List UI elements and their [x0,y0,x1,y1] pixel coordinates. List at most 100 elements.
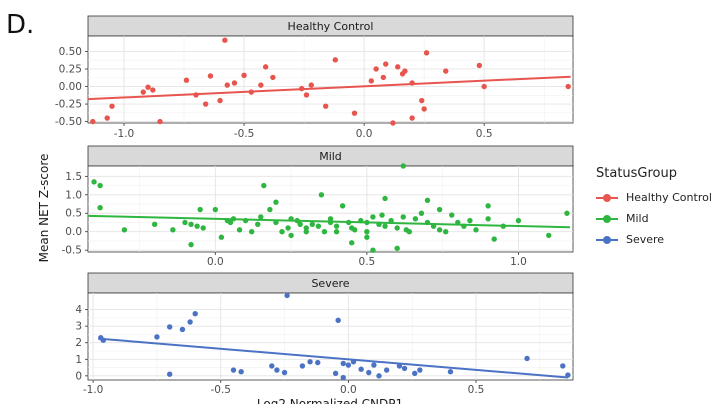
data-point-severe [358,366,364,372]
data-point-severe [179,326,186,333]
data-point-healthy-control [395,64,401,70]
data-point-healthy-control [145,84,151,90]
x-tick-label: -0.5 [234,128,255,140]
data-point-healthy-control [104,115,110,121]
data-point-mild [170,227,176,233]
y-tick-label: -0.5 [62,245,83,257]
data-point-healthy-control [481,83,487,90]
data-point-mild [258,214,264,220]
data-point-severe [401,365,408,372]
plot-area-mild [87,165,574,253]
data-point-severe [192,311,198,317]
x-tick-label: 0.0 [356,128,373,140]
data-point-severe [269,363,275,369]
data-point-mild [248,228,255,235]
x-tick-label: 0.0 [340,384,357,396]
trend-line-mild [87,214,570,229]
data-point-severe [274,367,280,373]
data-point-mild [364,234,370,240]
data-point-mild [285,225,291,231]
x-tick-label: 0.0 [207,256,224,268]
data-point-mild [97,205,103,211]
data-point-mild [382,223,388,229]
data-point-mild [349,240,355,246]
data-point-mild [200,225,206,231]
data-point-mild [394,245,400,252]
data-point-severe [335,317,341,324]
data-point-healthy-control [157,118,163,125]
data-point-severe [187,319,193,325]
data-point-mild [236,227,243,233]
data-point-mild [315,223,322,229]
data-point-mild [327,216,334,222]
data-point-healthy-control [303,92,310,98]
data-point-mild [303,225,309,231]
panel-severe: Severe -1.0 -0.5 0.0 0.5 0 1 2 3 4 [75,272,574,396]
data-point-healthy-control [332,57,339,63]
y-tick-label: 0.00 [59,81,82,93]
data-point-mild [370,247,376,253]
data-point-healthy-control [443,68,449,74]
data-point-mild [333,223,340,229]
data-point-mild [406,228,413,235]
data-point-mild [151,221,158,228]
data-point-mild [121,227,128,233]
data-point-healthy-control [380,74,387,81]
legend-title: StatusGroup [596,166,678,181]
data-point-severe [383,367,390,373]
data-point-mild [273,199,279,205]
data-point-severe [371,362,377,368]
data-point-healthy-control [476,62,483,69]
data-point-mild [333,228,340,235]
data-point-mild [546,232,552,239]
y-tick-label: 0.5 [65,208,82,220]
data-point-mild [288,232,294,239]
data-point-healthy-control [390,120,396,126]
data-point-mild [515,217,522,224]
legend: StatusGroup Healthy Control Mild Severe [596,166,712,250]
data-point-mild [303,228,309,235]
data-point-mild [267,206,273,213]
data-point-healthy-control [258,82,264,88]
data-point-mild [97,182,103,189]
y-tick-label: 1.0 [65,189,82,201]
data-point-severe [281,369,288,376]
x-tick-label: -1.0 [114,128,135,140]
data-point-mild [388,217,394,224]
data-point-severe [307,359,313,365]
data-point-mild [227,219,234,226]
y-tick-label: 1 [75,354,82,366]
plot-area-severe [87,292,574,381]
data-point-severe [315,359,321,366]
data-point-severe [332,370,339,377]
y-tick-label: 1.5 [65,171,82,183]
data-point-healthy-control [421,106,427,112]
data-point-severe [345,362,352,368]
data-point-mild [91,179,97,185]
legend-item-mild: Mild [596,208,712,229]
y-tick-label: 4 [75,304,82,316]
legend-item-severe: Severe [596,229,712,250]
y-tick-label: 0 [75,370,82,382]
x-tick-label: -0.5 [210,384,231,396]
data-point-mild [485,203,491,209]
trend-line-healthy-control [87,75,571,101]
y-tick-label: 2 [75,337,82,349]
facet-title-healthy-control: Healthy Control [288,20,374,33]
data-point-mild [297,221,303,228]
data-point-healthy-control [140,89,146,95]
legend-key-healthy-control [596,193,618,203]
data-point-mild [400,163,406,169]
x-tick-label: 0.5 [476,128,493,140]
data-point-mild [400,214,406,220]
data-point-mild [564,210,570,216]
data-point-healthy-control [109,103,115,109]
panel-letter: D. [6,10,35,40]
data-point-mild [412,216,419,222]
data-point-healthy-control [231,80,238,86]
x-axis-label: Log2 Normalized CNDP1 [257,397,403,404]
data-point-mild [188,241,194,248]
data-point-healthy-control [402,68,408,74]
data-point-mild [261,182,267,189]
